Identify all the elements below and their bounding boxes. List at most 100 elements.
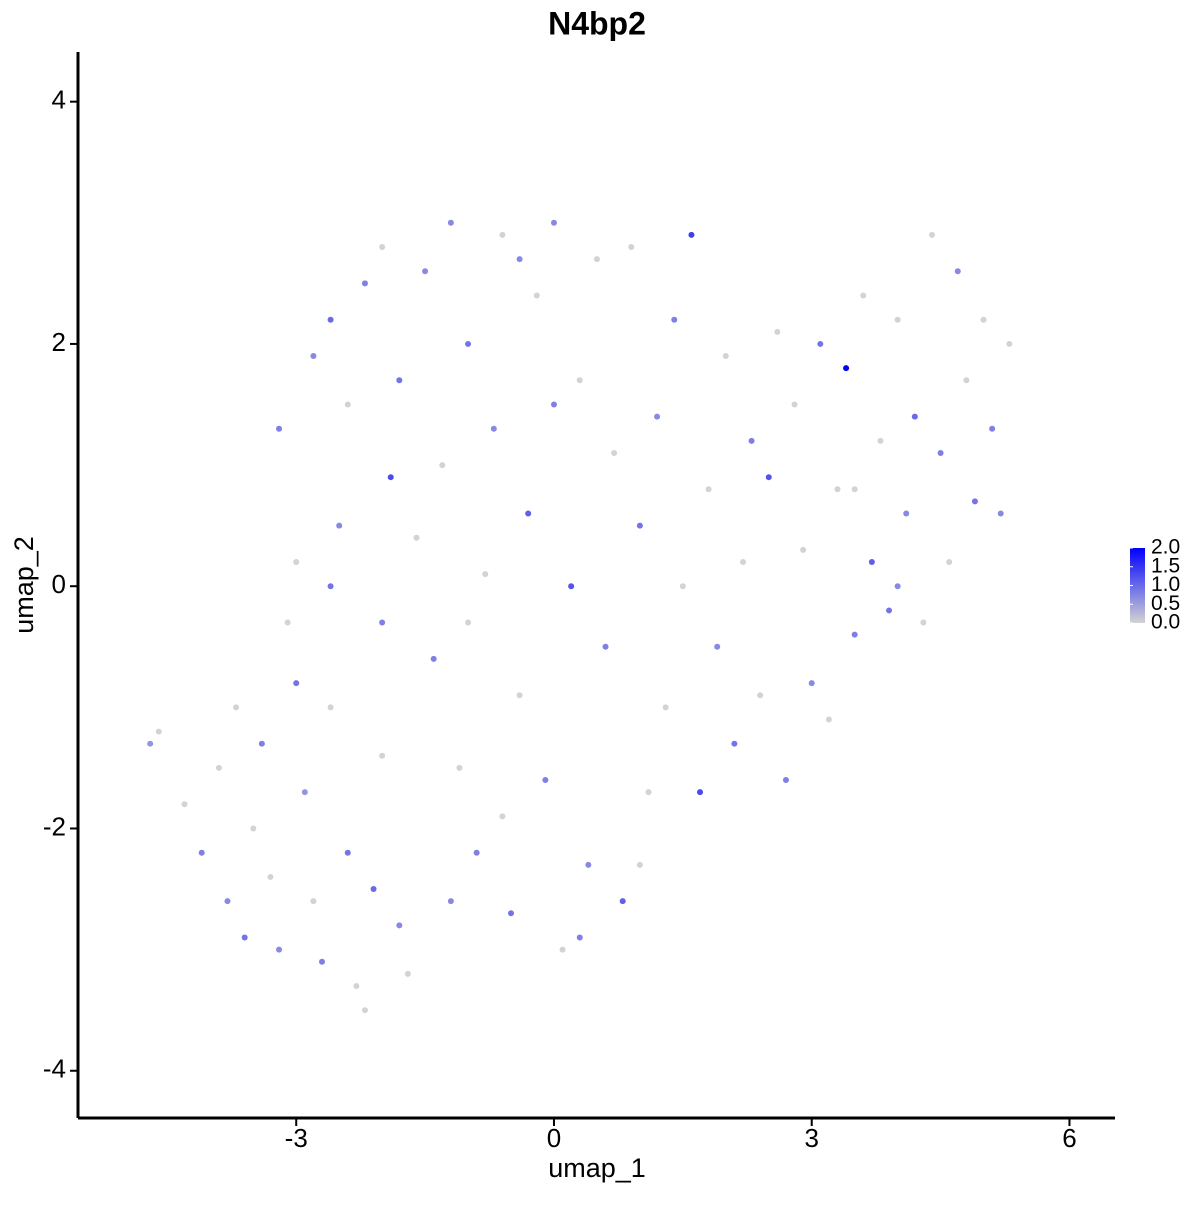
point	[482, 571, 489, 578]
point	[387, 474, 394, 481]
y-tick-label: -4	[43, 1054, 66, 1084]
point	[319, 958, 325, 965]
point	[181, 801, 188, 808]
point	[250, 825, 257, 832]
point	[697, 789, 704, 796]
y-tick-label: 0	[52, 569, 66, 599]
point	[971, 498, 978, 505]
point	[868, 558, 875, 565]
x-tick-label: 6	[1062, 1123, 1076, 1153]
point	[353, 982, 360, 989]
point	[327, 316, 334, 323]
point	[714, 643, 721, 650]
point	[465, 340, 472, 347]
point	[782, 777, 789, 784]
point	[430, 655, 437, 662]
point	[731, 740, 738, 747]
chart-title: N4bp2	[548, 5, 646, 41]
x-axis-label: umap_1	[548, 1153, 646, 1183]
point	[894, 583, 901, 590]
point	[301, 789, 308, 796]
point	[465, 619, 472, 626]
x-tick-label: 3	[804, 1123, 818, 1153]
point	[533, 292, 540, 299]
point	[645, 789, 652, 796]
point	[198, 849, 205, 856]
point	[662, 704, 669, 711]
point	[155, 728, 162, 735]
point	[293, 558, 300, 565]
point	[774, 328, 781, 335]
point	[327, 583, 334, 590]
point	[379, 619, 386, 626]
point	[233, 704, 240, 711]
point	[370, 886, 377, 893]
point	[877, 437, 884, 444]
point	[516, 692, 523, 699]
point	[293, 680, 300, 687]
point	[508, 910, 515, 917]
point	[422, 268, 429, 275]
point	[989, 425, 996, 432]
colorbar-tick-label: 1.5	[1151, 554, 1180, 577]
point	[525, 510, 532, 517]
point	[550, 219, 557, 226]
point	[765, 474, 772, 481]
point	[224, 898, 231, 905]
point	[276, 946, 283, 953]
point	[327, 704, 334, 711]
colorbar-tick-label: 1.0	[1151, 573, 1180, 596]
point	[284, 619, 291, 626]
point	[439, 462, 446, 469]
point	[825, 716, 832, 723]
y-tick-label: 2	[52, 327, 66, 357]
point	[946, 558, 953, 565]
x-tick-label: -3	[285, 1123, 308, 1153]
point	[413, 534, 420, 541]
point	[860, 292, 867, 299]
point	[267, 873, 274, 880]
point	[576, 377, 583, 384]
point	[568, 583, 575, 590]
point	[396, 922, 403, 929]
point	[851, 486, 858, 493]
point	[929, 231, 935, 238]
x-tick-label: 0	[547, 1123, 561, 1153]
point	[671, 316, 678, 323]
point	[817, 340, 824, 347]
point	[739, 558, 746, 565]
point	[473, 849, 480, 856]
point	[447, 219, 454, 226]
point	[490, 425, 497, 432]
point	[851, 631, 858, 638]
y-tick-label: 4	[52, 85, 66, 115]
point	[834, 486, 841, 493]
point	[559, 946, 566, 953]
point	[611, 449, 618, 456]
point	[954, 268, 961, 275]
point	[276, 425, 283, 432]
point	[619, 898, 626, 905]
point	[361, 1007, 368, 1014]
point	[997, 510, 1004, 517]
point	[310, 898, 317, 905]
point	[310, 353, 317, 360]
point	[576, 934, 583, 941]
point	[963, 377, 970, 384]
colorbar-tick-label: 0.5	[1151, 592, 1180, 615]
point	[499, 813, 506, 820]
colorbar-tick-label: 2.0	[1151, 536, 1180, 559]
point	[886, 607, 893, 614]
point	[344, 849, 351, 856]
point	[636, 522, 643, 529]
y-tick-label: -2	[43, 811, 66, 841]
colorbar-tick-label: 0.0	[1151, 611, 1180, 634]
point	[147, 740, 154, 747]
point	[911, 413, 918, 420]
point	[585, 861, 592, 868]
point	[636, 861, 643, 868]
point	[499, 231, 506, 238]
point	[808, 680, 815, 687]
point	[937, 449, 944, 456]
